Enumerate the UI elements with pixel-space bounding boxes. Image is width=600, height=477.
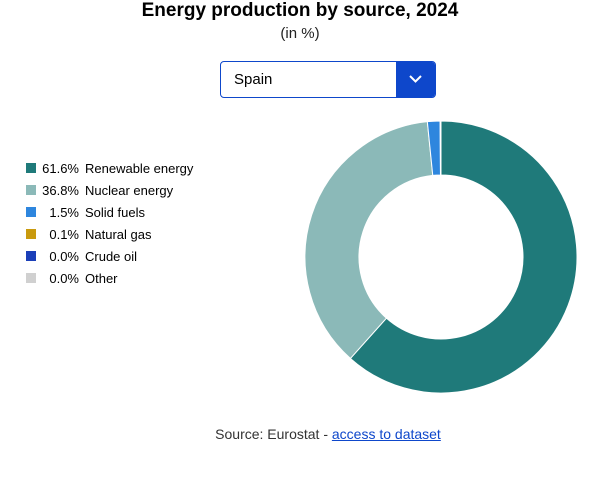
legend-value: 1.5% [49,204,79,220]
country-select[interactable]: Spain [220,61,436,98]
donut-chart [304,120,578,394]
source-text: Source: Eurostat - [215,426,332,442]
legend-item[interactable]: 0.1% Natural gas [26,223,193,245]
legend-label: Natural gas [85,226,152,242]
legend-item[interactable]: 36.8% Nuclear energy [26,179,193,201]
legend-label: Nuclear energy [85,182,174,198]
legend-value: 61.6% [42,160,79,176]
legend-swatch [26,251,36,261]
legend-item[interactable]: 1.5% Solid fuels [26,201,193,223]
legend-label: Other [85,270,118,286]
dropdown-button[interactable] [396,62,435,97]
dataset-link[interactable]: access to dataset [331,426,441,442]
legend-swatch [26,207,36,217]
legend-value: 36.8% [42,182,79,198]
chart-subtitle: (in %) [280,25,320,42]
chart-title: Energy production by source, 2024 [141,0,459,21]
legend-label: Solid fuels [85,204,145,220]
slice-natural-gas[interactable] [439,120,442,176]
legend-value: 0.1% [49,226,79,242]
chevron-down-icon [409,75,422,83]
legend-swatch [26,273,36,283]
legend-label: Renewable energy [85,160,194,176]
slice-nuclear-energy[interactable] [304,121,434,360]
legend-swatch [26,185,36,195]
country-select-value: Spain [234,71,273,88]
legend-item[interactable]: 0.0% Other [26,267,193,289]
legend-swatch [26,163,36,173]
legend-item[interactable]: 0.0% Crude oil [26,245,193,267]
legend-swatch [26,229,36,239]
legend-label: Crude oil [85,248,138,264]
chart-legend: 61.6% Renewable energy 36.8% Nuclear energy… [26,157,193,289]
source-note: Source: Eurostat - access to dataset [0,426,600,442]
legend-value: 0.0% [49,270,79,286]
legend-item[interactable]: 61.6% Renewable energy [26,157,193,179]
legend-value: 0.0% [49,248,79,264]
slice-renewable-energy[interactable] [349,120,578,394]
